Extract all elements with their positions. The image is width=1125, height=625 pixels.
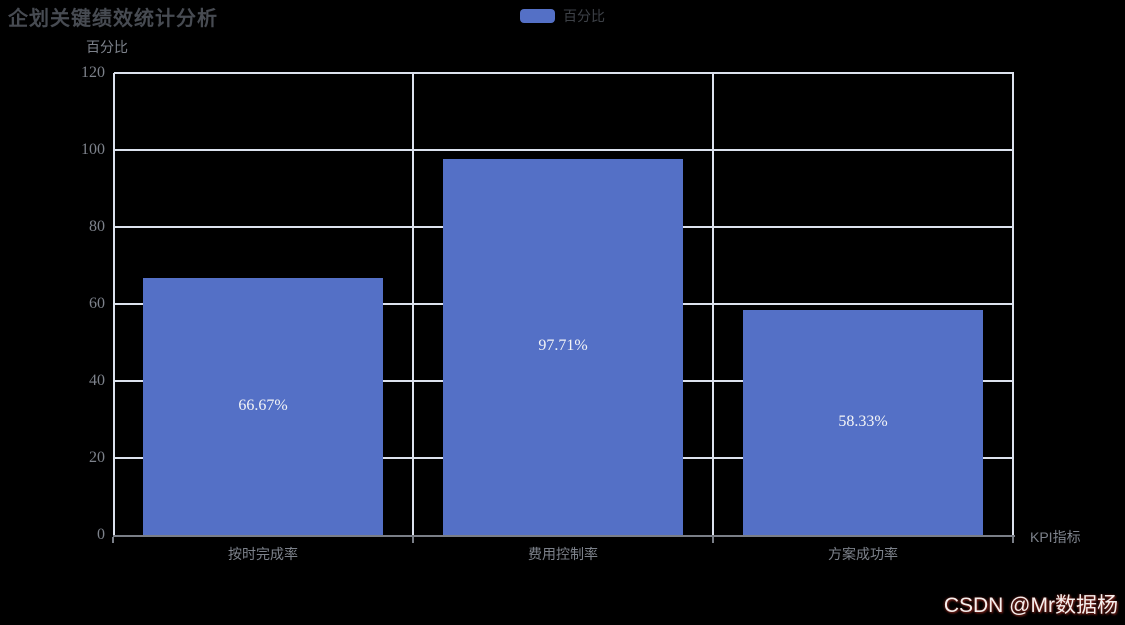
x-axis-title: KPI指标 bbox=[1030, 529, 1081, 545]
watermark: CSDN @Mr数据杨 bbox=[943, 594, 1118, 617]
x-axis-tick bbox=[412, 537, 414, 543]
legend-swatch bbox=[520, 9, 555, 23]
x-axis-line bbox=[113, 535, 1015, 537]
bar[interactable] bbox=[743, 310, 983, 535]
y-tick-label: 20 bbox=[89, 449, 105, 466]
bar[interactable] bbox=[143, 278, 383, 535]
gridline-vertical bbox=[412, 73, 414, 535]
gridline-horizontal bbox=[114, 72, 1014, 74]
bar-value-label: 58.33% bbox=[838, 412, 888, 430]
gridline-vertical bbox=[712, 73, 714, 535]
y-axis-title: 百分比 bbox=[86, 39, 128, 55]
y-tick-label: 80 bbox=[89, 218, 105, 235]
y-tick-label: 0 bbox=[97, 526, 105, 543]
bar-value-label: 97.71% bbox=[538, 336, 588, 354]
gridline-vertical bbox=[1012, 73, 1014, 535]
y-tick-label: 120 bbox=[81, 64, 105, 81]
x-tick-label: 费用控制率 bbox=[528, 546, 598, 562]
x-tick-label: 按时完成率 bbox=[228, 546, 298, 562]
y-tick-label: 60 bbox=[89, 295, 105, 312]
bar-value-label: 66.67% bbox=[238, 396, 288, 414]
x-axis-tick bbox=[712, 537, 714, 543]
legend-item-percentage[interactable]: 百分比 bbox=[520, 6, 605, 26]
gridline-horizontal bbox=[114, 149, 1014, 151]
legend-label: 百分比 bbox=[563, 8, 605, 24]
x-tick-label: 方案成功率 bbox=[828, 546, 898, 562]
y-axis-line bbox=[113, 73, 115, 536]
bar[interactable] bbox=[443, 158, 683, 535]
y-tick-label: 40 bbox=[89, 372, 105, 389]
x-axis-tick bbox=[112, 537, 114, 543]
chart-title: 企划关键绩效统计分析 bbox=[8, 8, 218, 30]
x-axis-tick bbox=[1012, 537, 1014, 543]
y-tick-label: 100 bbox=[81, 141, 105, 158]
